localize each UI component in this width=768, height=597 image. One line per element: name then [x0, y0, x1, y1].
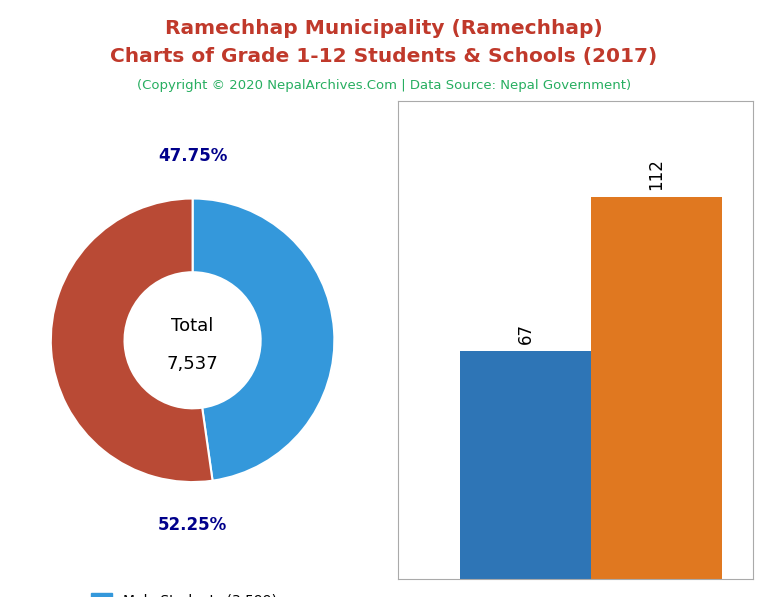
Text: Total: Total [171, 317, 214, 335]
Text: 52.25%: 52.25% [158, 516, 227, 534]
Text: (Copyright © 2020 NepalArchives.Com | Data Source: Nepal Government): (Copyright © 2020 NepalArchives.Com | Da… [137, 79, 631, 92]
Wedge shape [51, 199, 213, 482]
Text: Charts of Grade 1-12 Students & Schools (2017): Charts of Grade 1-12 Students & Schools … [111, 47, 657, 66]
Text: 7,537: 7,537 [167, 355, 218, 373]
Text: Ramechhap Municipality (Ramechhap): Ramechhap Municipality (Ramechhap) [165, 19, 603, 38]
Legend: Male Students (3,599), Female Students (3,938): Male Students (3,599), Female Students (… [84, 586, 301, 597]
Wedge shape [193, 199, 334, 481]
Bar [460, 350, 591, 579]
Text: 67: 67 [517, 323, 535, 344]
Text: 47.75%: 47.75% [158, 147, 227, 165]
Text: 112: 112 [647, 158, 665, 190]
Bar [591, 197, 722, 579]
